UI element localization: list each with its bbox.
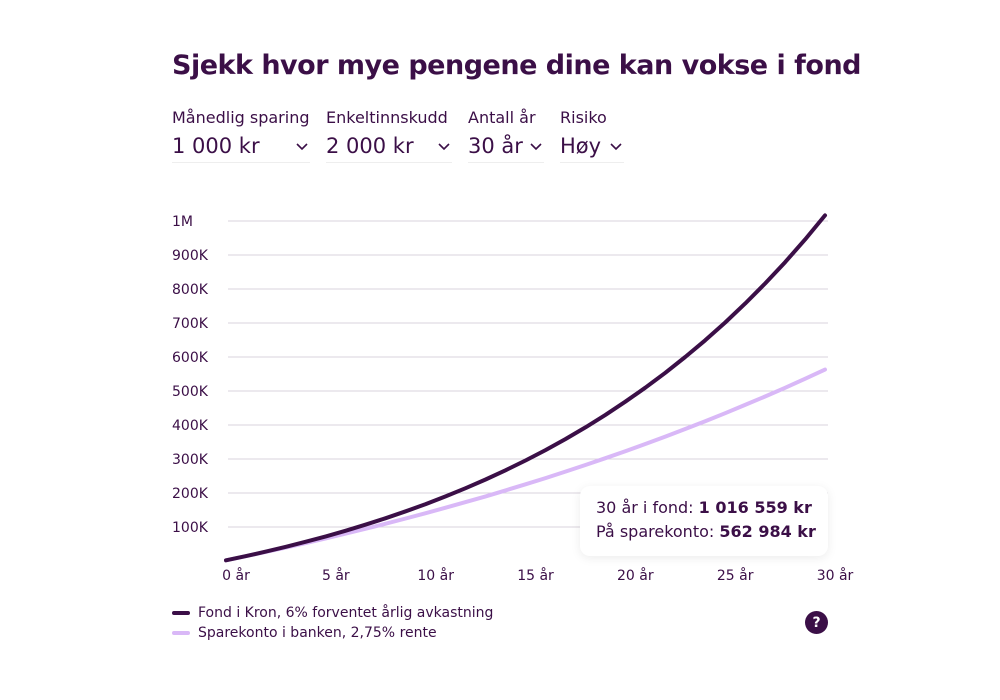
select-label: Risiko <box>560 108 607 127</box>
legend-label: Fond i Kron, 6% forventet årlig avkastni… <box>198 605 494 621</box>
monthly-saving-select[interactable]: Månedlig sparing 1 000 kr <box>172 108 310 163</box>
chevron-down-icon <box>296 143 308 151</box>
y-tick-label: 600K <box>172 350 209 366</box>
legend-label: Sparekonto i banken, 2,75% rente <box>198 625 437 641</box>
years-select[interactable]: Antall år 30 år <box>468 108 544 163</box>
x-tick-label: 25 år <box>717 567 754 584</box>
legend-swatch <box>172 611 190 615</box>
x-tick-label: 5 år <box>322 567 350 584</box>
y-tick-label: 700K <box>172 316 209 332</box>
select-label: Månedlig sparing <box>172 108 310 127</box>
y-tick-label: 100K <box>172 520 209 536</box>
tooltip-bank-label: På sparekonto: <box>596 522 715 541</box>
legend-item-bank: Sparekonto i banken, 2,75% rente <box>172 623 493 643</box>
y-tick-label: 300K <box>172 452 209 468</box>
y-tick-label: 900K <box>172 248 209 264</box>
chevron-down-icon <box>438 143 450 151</box>
y-tick-label: 800K <box>172 282 209 298</box>
y-tick-label: 500K <box>172 384 209 400</box>
x-tick-label: 30 år <box>817 567 854 584</box>
x-tick-label: 15 år <box>517 567 554 584</box>
tooltip-bank-value: 562 984 kr <box>719 522 816 541</box>
y-tick-label: 400K <box>172 418 209 434</box>
chart-tooltip: 30 år i fond: 1 016 559 kr På sparekonto… <box>580 486 828 556</box>
help-button[interactable]: ? <box>805 611 828 634</box>
chevron-down-icon <box>530 143 542 151</box>
select-label: Enkeltinnskudd <box>326 108 448 127</box>
series-line-fund <box>224 213 827 563</box>
x-tick-label: 20 år <box>617 567 654 584</box>
page-title: Sjekk hvor mye pengene dine kan vokse i … <box>172 50 862 81</box>
chevron-down-icon <box>610 143 622 151</box>
chart-legend: Fond i Kron, 6% forventet årlig avkastni… <box>172 603 493 643</box>
select-value: Høy <box>560 134 602 158</box>
select-value: 1 000 kr <box>172 134 260 158</box>
risk-select[interactable]: Risiko Høy <box>560 108 624 163</box>
lump-sum-select[interactable]: Enkeltinnskudd 2 000 kr <box>326 108 452 163</box>
y-tick-label: 1M <box>172 214 193 230</box>
x-tick-label: 0 år <box>222 567 250 584</box>
select-value: 2 000 kr <box>326 134 414 158</box>
legend-item-fund: Fond i Kron, 6% forventet årlig avkastni… <box>172 603 493 623</box>
legend-swatch <box>172 631 190 635</box>
select-label: Antall år <box>468 108 536 127</box>
select-value: 30 år <box>468 134 523 158</box>
y-tick-label: 200K <box>172 486 209 502</box>
x-tick-label: 10 år <box>417 567 454 584</box>
tooltip-fund-label: 30 år i fond: <box>596 498 694 517</box>
tooltip-fund-value: 1 016 559 kr <box>698 498 812 517</box>
